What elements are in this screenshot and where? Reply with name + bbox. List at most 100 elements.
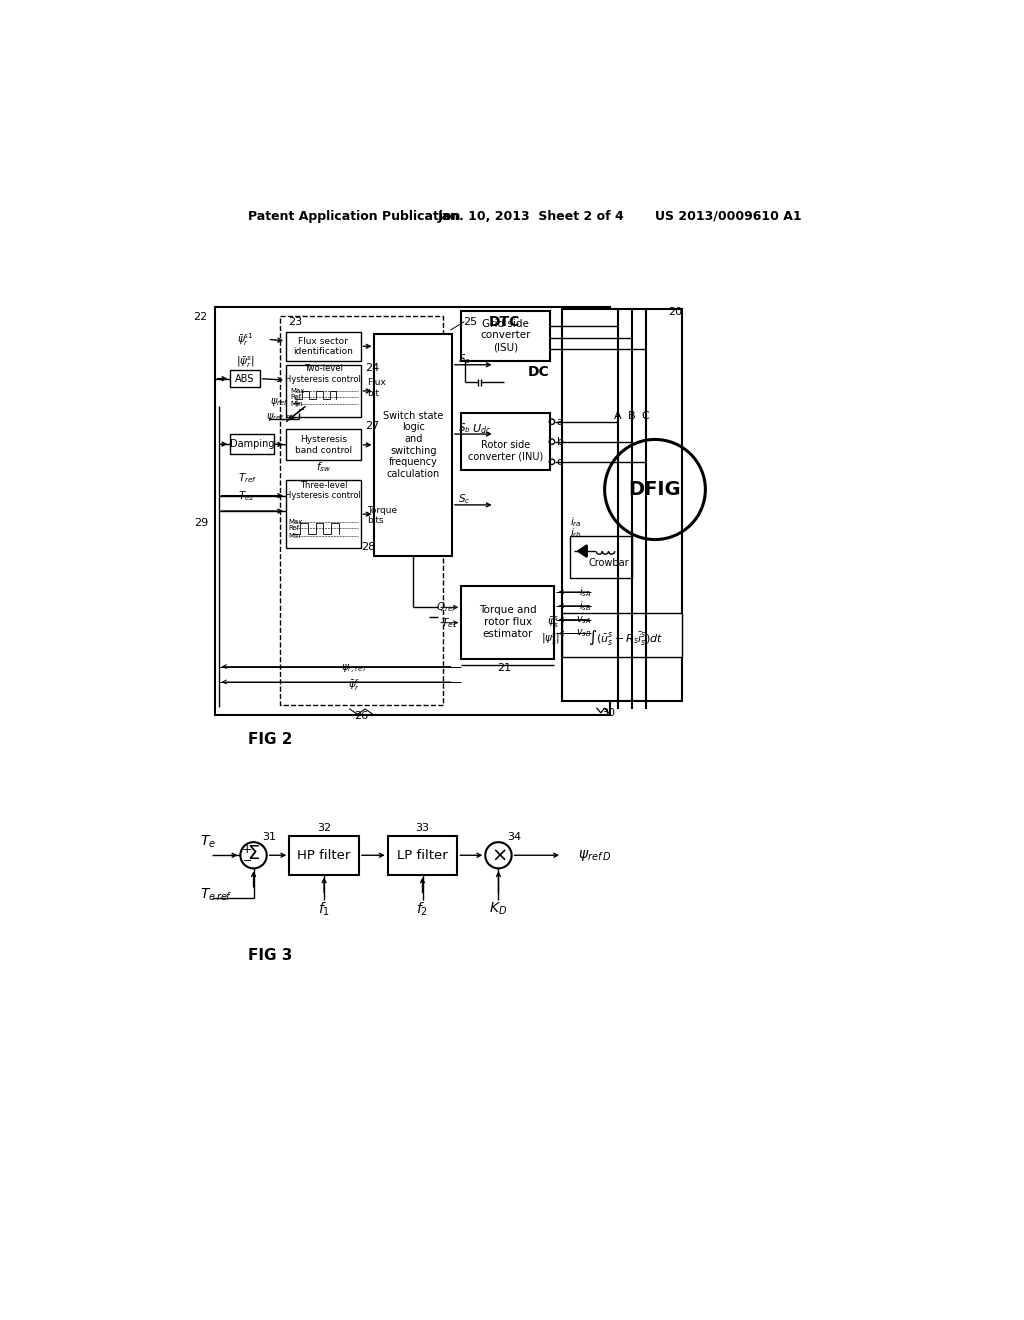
Text: $T_{ref}$: $T_{ref}$ — [238, 471, 257, 484]
Text: $v_{sB}$: $v_{sB}$ — [575, 627, 592, 639]
Text: Max: Max — [289, 519, 303, 525]
Text: $\bar{\psi}_{r}^{s1}$: $\bar{\psi}_{r}^{s1}$ — [238, 331, 254, 347]
Text: $T_{e2}$: $T_{e2}$ — [238, 488, 255, 503]
Text: $K_D$: $K_D$ — [489, 902, 508, 917]
Text: 27: 27 — [366, 421, 380, 430]
Text: c: c — [557, 457, 563, 467]
Text: $\bar{\psi}_s^s$: $\bar{\psi}_s^s$ — [547, 614, 560, 630]
Text: Rotor side
converter (INU): Rotor side converter (INU) — [468, 440, 543, 462]
Text: Three-level
Hysteresis control: Three-level Hysteresis control — [286, 480, 361, 500]
Text: $f_1$: $f_1$ — [318, 900, 330, 917]
Bar — [286, 331, 360, 360]
Text: a: a — [557, 417, 563, 426]
Text: $i_{rb}$: $i_{rb}$ — [569, 527, 582, 540]
Text: B: B — [628, 412, 636, 421]
Text: 20: 20 — [668, 308, 682, 317]
Text: $i_{sA}$: $i_{sA}$ — [579, 585, 592, 599]
Text: Two-level
Hysteresis control: Two-level Hysteresis control — [286, 364, 361, 384]
Text: $i_{sB}$: $i_{sB}$ — [579, 599, 592, 612]
Bar — [280, 317, 442, 705]
Text: Torque
bits: Torque bits — [367, 506, 397, 525]
Text: 23: 23 — [289, 317, 302, 326]
Text: Switch state
logic
and
switching
frequency
calculation: Switch state logic and switching frequen… — [383, 411, 443, 479]
Bar — [461, 586, 554, 659]
Polygon shape — [578, 545, 587, 557]
Text: 31: 31 — [262, 832, 276, 842]
Text: A: A — [614, 412, 622, 421]
Text: C: C — [642, 412, 649, 421]
Text: 21: 21 — [497, 663, 511, 673]
Text: $\bar{\psi}_{r}^{s}$: $\bar{\psi}_{r}^{s}$ — [348, 677, 360, 693]
Bar — [289, 836, 359, 874]
Text: $\int(\bar{u}_{s}^{s}-R_{s}\bar{i}_{s}^{s})dt$: $\int(\bar{u}_{s}^{s}-R_{s}\bar{i}_{s}^{… — [588, 630, 664, 647]
Text: 25: 25 — [463, 317, 477, 326]
Text: Ref: Ref — [290, 395, 301, 400]
Text: $T_e$: $T_e$ — [200, 833, 216, 850]
Text: Ref: Ref — [289, 525, 300, 531]
Text: Flux
bit: Flux bit — [367, 378, 386, 397]
Text: 29: 29 — [195, 517, 209, 528]
Text: $\times$: $\times$ — [490, 846, 506, 865]
Text: 26: 26 — [354, 711, 369, 721]
Text: HP filter: HP filter — [297, 849, 351, 862]
Text: Min: Min — [290, 401, 302, 407]
Text: 34: 34 — [507, 832, 521, 842]
Text: $f_2$: $f_2$ — [417, 900, 429, 917]
Text: $v_{sA}$: $v_{sA}$ — [575, 614, 592, 626]
Text: Jan. 10, 2013  Sheet 2 of 4: Jan. 10, 2013 Sheet 2 of 4 — [438, 210, 625, 223]
Text: 24: 24 — [366, 363, 380, 372]
Text: 33: 33 — [416, 824, 429, 833]
Text: $\psi_{ref\,D}$: $\psi_{ref\,D}$ — [578, 847, 610, 863]
Text: +: + — [292, 399, 300, 409]
Text: $\psi_{ref}$: $\psi_{ref}$ — [269, 396, 289, 408]
Text: 28: 28 — [361, 543, 376, 552]
Text: $S_a$: $S_a$ — [458, 351, 471, 366]
Text: $\psi_{r,ref}$: $\psi_{r,ref}$ — [341, 663, 368, 676]
Text: Max: Max — [290, 388, 304, 393]
Bar — [461, 412, 550, 470]
Text: Flux sector
identification: Flux sector identification — [293, 337, 353, 356]
Bar — [230, 370, 260, 387]
Bar — [562, 612, 682, 657]
Text: $f_{sw}$: $f_{sw}$ — [315, 461, 331, 474]
Text: Min: Min — [289, 533, 301, 539]
Text: DFIG: DFIG — [629, 480, 681, 499]
Text: 30: 30 — [601, 708, 615, 718]
Text: $T_{e\,ref}$: $T_{e\,ref}$ — [200, 887, 232, 903]
Bar — [375, 334, 452, 556]
Text: −: − — [297, 405, 304, 414]
Text: DTC: DTC — [489, 314, 520, 329]
Text: +: + — [242, 843, 253, 857]
Bar — [230, 434, 273, 454]
Text: 22: 22 — [193, 312, 207, 322]
Bar — [215, 308, 610, 715]
Text: $S_b$: $S_b$ — [458, 421, 471, 434]
Text: b: b — [557, 437, 563, 446]
Text: Torque and
rotor flux
estimator: Torque and rotor flux estimator — [479, 606, 537, 639]
Text: FIG 2: FIG 2 — [248, 733, 293, 747]
Text: −: − — [243, 857, 252, 866]
Bar — [286, 364, 360, 417]
Text: US 2013/0009610 A1: US 2013/0009610 A1 — [655, 210, 802, 223]
Text: Grid side
converter
(ISU): Grid side converter (ISU) — [480, 319, 530, 352]
Text: Damping: Damping — [229, 440, 274, 449]
Text: ABS: ABS — [236, 374, 255, 384]
Bar — [388, 836, 458, 874]
Text: Crowbar: Crowbar — [588, 557, 629, 568]
Text: $U_{dc}$: $U_{dc}$ — [472, 422, 492, 437]
Text: $i_{ra}$: $i_{ra}$ — [569, 515, 582, 529]
Bar — [286, 429, 360, 461]
Text: FIG 3: FIG 3 — [248, 948, 293, 962]
Text: $T_{e1}$: $T_{e1}$ — [440, 616, 458, 630]
Text: $Q_{ref}$: $Q_{ref}$ — [436, 601, 458, 614]
Bar — [569, 536, 632, 578]
Text: 32: 32 — [317, 824, 331, 833]
Bar — [286, 480, 360, 548]
Text: $|\psi_s^s|$: $|\psi_s^s|$ — [541, 632, 560, 647]
Text: LP filter: LP filter — [397, 849, 447, 862]
Text: $\Sigma$: $\Sigma$ — [247, 845, 260, 863]
Text: DC: DC — [528, 366, 550, 379]
Text: Hysteresis
band control: Hysteresis band control — [295, 436, 352, 454]
Text: Patent Application Publication: Patent Application Publication — [248, 210, 461, 223]
Text: $\psi_{ref,0}$: $\psi_{ref,0}$ — [265, 412, 291, 425]
